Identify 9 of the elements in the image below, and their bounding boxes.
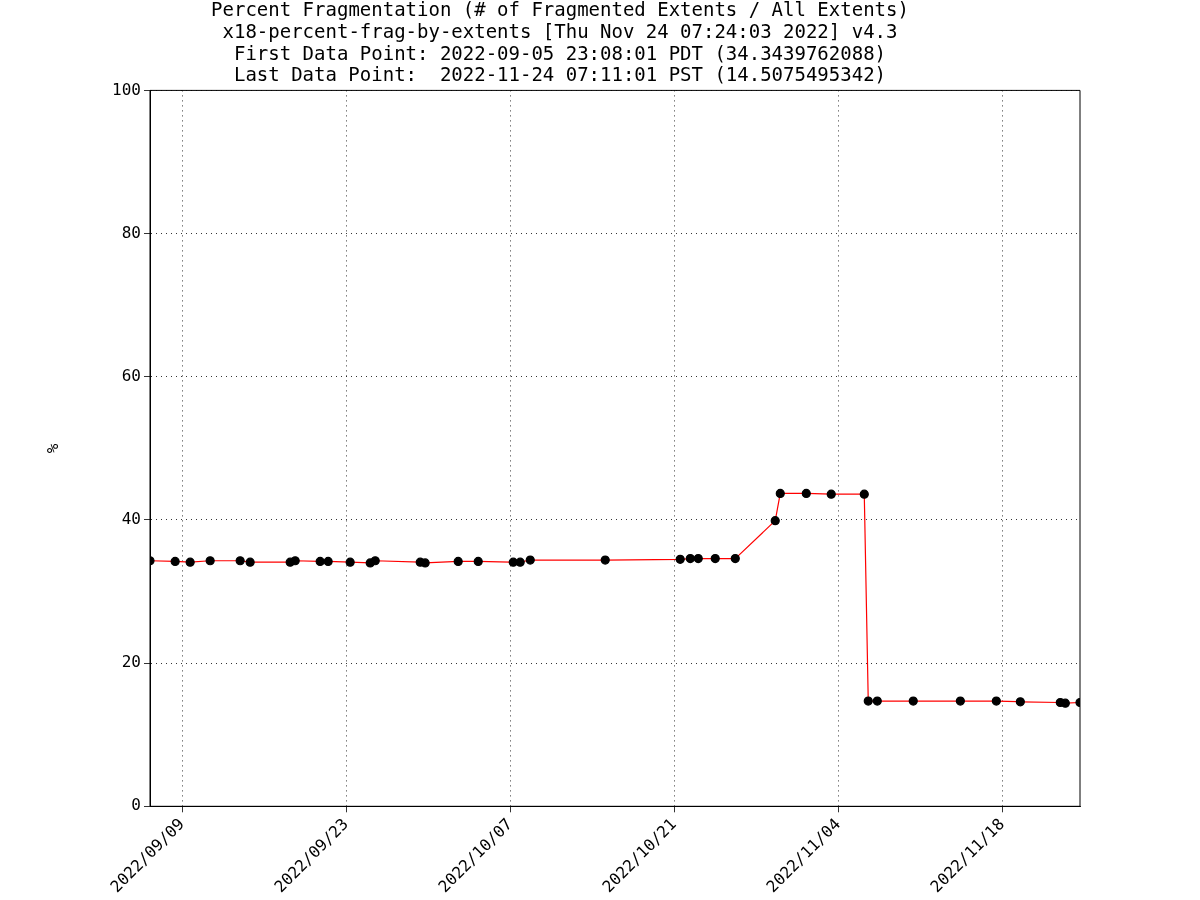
y-tick-label: 60 [121, 365, 141, 385]
y-tick-label: 0 [131, 795, 141, 815]
y-tick-label: 40 [121, 509, 141, 529]
chart-title: Percent Fragmentation (# of Fragmented Extents / All Extents) [211, 0, 909, 20]
y-tick-label: 20 [121, 652, 141, 672]
y-tick-label: 80 [121, 222, 141, 242]
y-tick-label: 100 [112, 79, 141, 99]
y-axis-title: % [42, 443, 62, 454]
chart-subtitle: x18-percent-frag-by-extents [Thu Nov 24 07:24:03 2022] v4.3 First Data Point: 2022-09-05 23:08:01 PDT (34.3439762088) Last Data Point: 2022-11-24 07:11:01 PST (14.5075495342) [222, 19, 898, 86]
